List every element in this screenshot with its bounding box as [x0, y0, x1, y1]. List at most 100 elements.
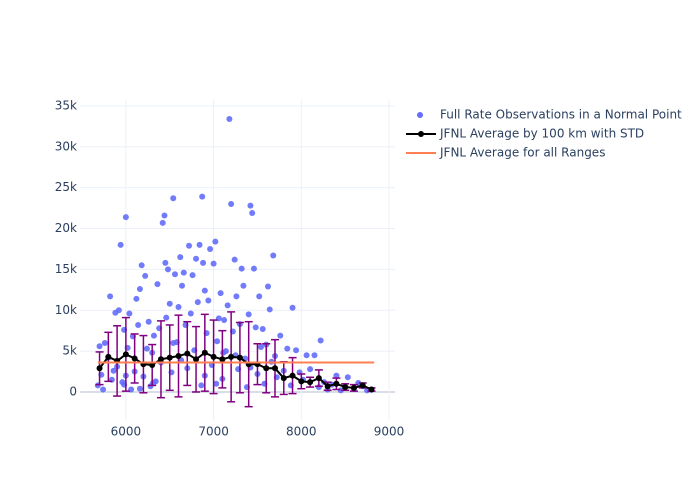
line-marker — [342, 384, 349, 391]
scatter-point — [189, 272, 196, 279]
scatter-point — [277, 332, 284, 339]
scatter-point — [231, 256, 238, 263]
line-marker — [122, 351, 129, 358]
line-marker — [219, 356, 226, 363]
line-marker — [184, 350, 191, 357]
y-tick-label: 10k — [55, 303, 77, 317]
scatter-point — [179, 282, 186, 289]
y-tick-label: 20k — [55, 221, 77, 235]
scatter-point — [250, 265, 257, 272]
scatter-point — [177, 254, 184, 261]
scatter-point — [245, 311, 252, 318]
scatter-point — [217, 290, 224, 297]
line-marker — [96, 365, 103, 372]
scatter-point — [96, 343, 103, 350]
legend-label: Full Rate Observations in a Normal Point — [440, 108, 682, 122]
y-tick-label: 0 — [69, 384, 77, 398]
line-marker — [280, 375, 287, 382]
scatter-point — [207, 245, 214, 252]
scatter-point — [170, 195, 177, 202]
scatter-point — [224, 302, 231, 309]
line-marker — [368, 386, 375, 393]
scatter-point — [247, 202, 254, 209]
scatter-point — [317, 337, 324, 344]
line-marker — [210, 353, 217, 360]
scatter-point — [259, 326, 266, 333]
scatter-point — [180, 269, 187, 276]
scatter-point — [142, 272, 149, 279]
line-marker — [131, 355, 138, 362]
scatter-point — [186, 242, 193, 249]
scatter-point — [154, 281, 161, 288]
scatter-point — [164, 266, 171, 273]
scatter-point — [143, 345, 150, 352]
line-marker — [105, 353, 112, 360]
scatter-point — [187, 310, 194, 317]
scatter-point — [240, 282, 247, 289]
scatter-point — [205, 297, 212, 304]
line-marker — [175, 353, 182, 360]
scatter-point — [307, 366, 314, 373]
scatter-point — [214, 338, 221, 345]
scatter-point — [159, 219, 166, 226]
scatter-point — [333, 372, 340, 379]
y-tick-label: 30k — [55, 139, 77, 153]
scatter-point — [162, 259, 169, 266]
scatter-point — [115, 307, 122, 314]
line-marker — [157, 356, 164, 363]
x-tick-label: 9000 — [374, 425, 405, 439]
scatter-point — [201, 287, 208, 294]
scatter-point — [228, 201, 235, 208]
scatter-point — [194, 299, 201, 306]
scatter-point — [175, 303, 182, 310]
line-marker — [307, 379, 314, 386]
scatter-point — [210, 260, 217, 267]
scatter-point — [117, 241, 124, 248]
line-marker — [359, 382, 366, 389]
line-marker — [166, 354, 173, 361]
y-tick-label: 35k — [55, 98, 77, 112]
scatter-point — [161, 212, 168, 219]
scatter-point — [136, 286, 143, 293]
y-tick-label: 25k — [55, 180, 77, 194]
scatter-point — [311, 352, 318, 359]
line-marker — [315, 375, 322, 382]
legend-label: JFNL Average by 100 km with STD — [439, 127, 644, 141]
scatter-point — [150, 332, 157, 339]
legend-marker — [418, 131, 424, 137]
scatter-point — [220, 349, 227, 356]
line-marker — [228, 353, 235, 360]
scatter-point — [284, 345, 291, 352]
line-marker — [236, 354, 243, 361]
x-tick-label: 8000 — [286, 425, 317, 439]
y-tick-label: 15k — [55, 262, 77, 276]
scatter-point — [100, 386, 107, 393]
scatter-point — [270, 252, 277, 259]
scatter-point — [193, 255, 200, 262]
legend-label: JFNL Average for all Ranges — [439, 146, 605, 160]
scatter-point — [199, 193, 206, 200]
scatter-point — [233, 293, 240, 300]
scatter-point — [344, 374, 351, 381]
line-marker — [193, 356, 200, 363]
scatter-point — [293, 347, 300, 354]
line-marker — [201, 349, 208, 356]
scatter-point — [257, 344, 264, 351]
scatter-point — [196, 241, 203, 248]
scatter-point — [126, 310, 133, 317]
scatter-point — [107, 293, 114, 300]
line-marker — [289, 372, 296, 379]
scatter-point — [122, 214, 129, 221]
scatter-point — [212, 238, 219, 245]
scatter-point — [213, 380, 220, 387]
scatter-point — [110, 367, 117, 374]
scatter-point — [289, 304, 296, 311]
scatter-point — [145, 318, 152, 325]
scatter-point — [133, 295, 140, 302]
scatter-point — [136, 385, 143, 392]
scatter-point — [200, 259, 207, 266]
scatter-point — [252, 324, 259, 331]
legend-marker — [417, 112, 423, 118]
scatter-point — [256, 293, 263, 300]
